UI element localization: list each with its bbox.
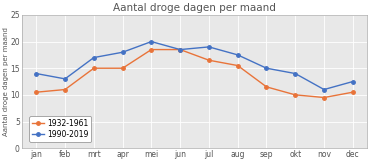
1932-1961 bbox=[351, 91, 355, 93]
Legend: 1932-1961, 1990-2019: 1932-1961, 1990-2019 bbox=[29, 116, 91, 142]
1932-1961 bbox=[178, 49, 182, 51]
1932-1961 bbox=[293, 94, 297, 96]
1932-1961 bbox=[63, 89, 67, 91]
Y-axis label: Aantal droge dagen per maand: Aantal droge dagen per maand bbox=[3, 27, 9, 136]
1990-2019 bbox=[178, 49, 182, 51]
1990-2019 bbox=[207, 46, 211, 48]
1932-1961 bbox=[120, 67, 125, 69]
1990-2019 bbox=[34, 73, 38, 75]
1990-2019 bbox=[351, 81, 355, 82]
1990-2019 bbox=[322, 89, 326, 91]
1932-1961 bbox=[34, 91, 38, 93]
1990-2019 bbox=[92, 57, 96, 58]
Line: 1932-1961: 1932-1961 bbox=[34, 48, 354, 99]
Title: Aantal droge dagen per maand: Aantal droge dagen per maand bbox=[113, 3, 276, 13]
1990-2019 bbox=[149, 41, 154, 43]
1990-2019 bbox=[120, 51, 125, 53]
1932-1961 bbox=[207, 59, 211, 61]
1932-1961 bbox=[264, 86, 269, 88]
1990-2019 bbox=[293, 73, 297, 75]
1932-1961 bbox=[149, 49, 154, 51]
1932-1961 bbox=[235, 65, 240, 67]
1990-2019 bbox=[264, 67, 269, 69]
1932-1961 bbox=[92, 67, 96, 69]
1932-1961 bbox=[322, 97, 326, 98]
1990-2019 bbox=[63, 78, 67, 80]
1990-2019 bbox=[235, 54, 240, 56]
Line: 1990-2019: 1990-2019 bbox=[34, 40, 354, 91]
